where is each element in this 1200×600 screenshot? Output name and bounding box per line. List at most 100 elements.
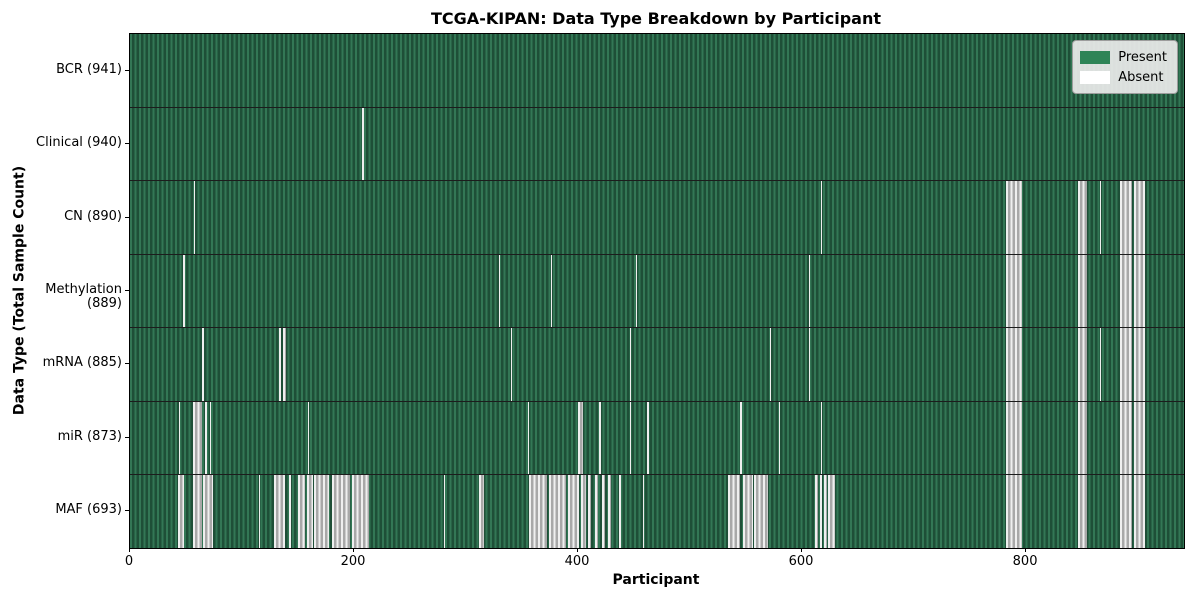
absent-stripe bbox=[202, 475, 213, 549]
absent-stripe bbox=[778, 401, 780, 475]
absent-stripe bbox=[1005, 254, 1022, 328]
y-tick-mark bbox=[125, 143, 129, 145]
legend-entry: Absent bbox=[1080, 67, 1167, 87]
y-tick-mark bbox=[125, 216, 129, 218]
absent-stripe bbox=[742, 475, 753, 549]
absent-stripe bbox=[179, 401, 181, 475]
x-tick-mark bbox=[801, 548, 803, 552]
y-tick-mark bbox=[125, 290, 129, 291]
absent-stripe bbox=[1133, 328, 1145, 401]
legend-label: Absent bbox=[1118, 69, 1164, 85]
y-tick-mark bbox=[125, 69, 129, 71]
absent-stripe bbox=[182, 254, 185, 328]
legend: Present Absent bbox=[1072, 40, 1178, 94]
absent-stripe bbox=[498, 254, 500, 328]
absent-stripe bbox=[824, 475, 827, 549]
y-tick-label: CN (890) bbox=[64, 208, 122, 224]
absent-stripe bbox=[740, 401, 742, 475]
legend-swatch-absent-icon bbox=[1080, 70, 1111, 84]
absent-stripe bbox=[1077, 401, 1087, 475]
absent-stripe bbox=[361, 107, 365, 181]
absent-stripe bbox=[331, 475, 350, 549]
x-tick-label: 800 bbox=[1012, 554, 1038, 569]
heatmap-row-bcr bbox=[130, 34, 1184, 107]
absent-stripe bbox=[1005, 328, 1022, 401]
absent-stripe bbox=[1120, 254, 1133, 328]
absent-stripe bbox=[548, 475, 566, 549]
x-tick-label: 0 bbox=[124, 554, 134, 569]
absent-stripe bbox=[351, 475, 369, 549]
y-tick-label: MAF (693) bbox=[55, 502, 122, 518]
absent-stripe bbox=[594, 475, 599, 549]
absent-stripe bbox=[753, 475, 769, 549]
absent-stripe bbox=[608, 475, 611, 549]
x-tick-label: 400 bbox=[564, 554, 590, 569]
absent-stripe bbox=[588, 475, 592, 549]
absent-stripe bbox=[819, 475, 823, 549]
absent-stripe bbox=[629, 401, 631, 475]
x-tick-mark bbox=[577, 548, 579, 552]
y-tick-mark bbox=[125, 510, 129, 512]
absent-stripe bbox=[821, 401, 823, 475]
absent-stripe bbox=[551, 254, 553, 328]
absent-stripe bbox=[201, 328, 204, 401]
absent-stripe bbox=[1133, 254, 1145, 328]
absent-stripe bbox=[599, 401, 601, 475]
absent-stripe bbox=[479, 475, 484, 549]
y-tick-mark bbox=[125, 363, 129, 365]
absent-stripe bbox=[728, 475, 741, 549]
heatmap-row-maf bbox=[130, 474, 1184, 549]
absent-stripe bbox=[1077, 328, 1087, 401]
absent-stripe bbox=[205, 401, 208, 475]
absent-stripe bbox=[1099, 181, 1102, 254]
absent-stripe bbox=[581, 475, 586, 549]
absent-stripe bbox=[528, 475, 547, 549]
y-tick-label: mRNA (885) bbox=[42, 355, 122, 371]
legend-swatch-present-icon bbox=[1080, 50, 1111, 64]
x-tick-mark bbox=[353, 548, 355, 552]
absent-stripe bbox=[289, 475, 292, 549]
y-tick-label: miR (873) bbox=[57, 428, 122, 444]
absent-stripe bbox=[443, 475, 445, 549]
absent-stripe bbox=[510, 328, 513, 401]
absent-stripe bbox=[306, 475, 313, 549]
heatmap-row-methylation bbox=[130, 253, 1184, 328]
x-tick-label: 600 bbox=[788, 554, 814, 569]
absent-stripe bbox=[821, 181, 823, 254]
absent-stripe bbox=[1133, 475, 1145, 549]
y-tick-label: Methylation (889) bbox=[45, 282, 122, 311]
absent-stripe bbox=[209, 401, 211, 475]
absent-stripe bbox=[601, 475, 605, 549]
absent-stripe bbox=[1120, 401, 1133, 475]
x-tick-mark bbox=[129, 548, 130, 552]
x-axis-title: Participant bbox=[612, 572, 700, 588]
absent-stripe bbox=[1005, 475, 1022, 549]
absent-stripe bbox=[192, 475, 202, 549]
absent-stripe bbox=[815, 475, 818, 549]
absent-stripe bbox=[178, 475, 184, 549]
y-tick-label: Clinical (940) bbox=[36, 135, 122, 151]
absent-stripe bbox=[1005, 401, 1022, 475]
y-tick-label: BCR (941) bbox=[56, 61, 122, 77]
heatmap-row-cn bbox=[130, 180, 1184, 254]
y-tick-mark bbox=[125, 436, 129, 438]
absent-stripe bbox=[1099, 328, 1102, 401]
x-tick-label: 200 bbox=[340, 554, 366, 569]
heatmap-row-clinical bbox=[130, 106, 1184, 181]
absent-stripe bbox=[1077, 254, 1087, 328]
absent-stripe bbox=[629, 328, 631, 401]
x-tick-mark bbox=[1025, 548, 1027, 552]
absent-stripe bbox=[1133, 181, 1145, 254]
absent-stripe bbox=[636, 254, 638, 328]
absent-stripe bbox=[1133, 401, 1145, 475]
absent-stripe bbox=[619, 475, 621, 549]
absent-stripe bbox=[567, 475, 580, 549]
absent-stripe bbox=[1077, 181, 1087, 254]
legend-label: Present bbox=[1118, 49, 1167, 65]
absent-stripe bbox=[258, 475, 260, 549]
absent-stripe bbox=[578, 401, 583, 475]
absent-stripe bbox=[1120, 328, 1133, 401]
heatmap-row-mir bbox=[130, 400, 1184, 475]
absent-stripe bbox=[192, 401, 202, 475]
